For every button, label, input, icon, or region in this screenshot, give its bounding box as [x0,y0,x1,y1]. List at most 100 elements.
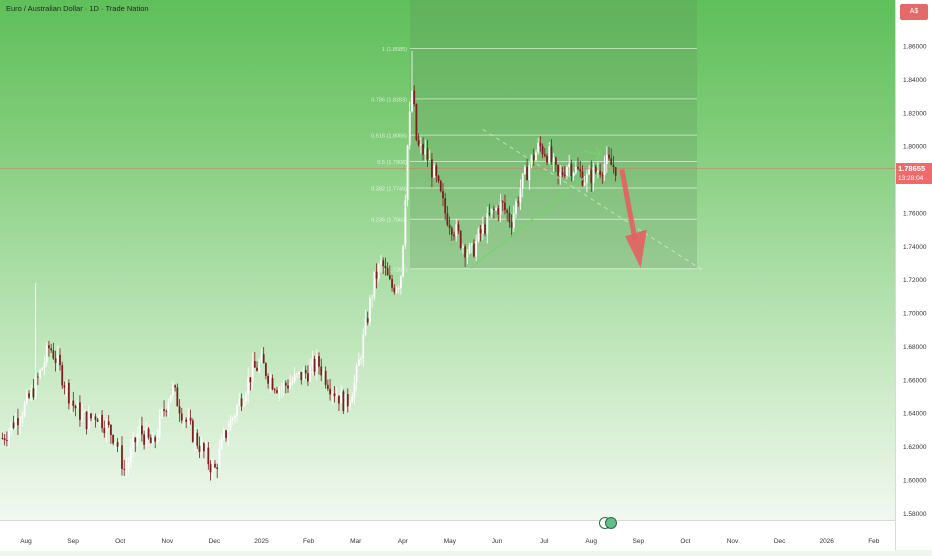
candle-body [21,416,24,421]
candle-body [225,430,227,439]
candle-body [191,420,194,442]
candle-body [349,402,351,407]
candle-body [603,163,606,176]
candle-body [477,229,480,242]
candle-body [521,173,524,189]
candle-body [464,246,467,258]
candle-body [67,382,70,404]
candle-body [200,443,203,452]
candle-body [152,437,154,444]
candle-body [585,174,588,183]
candle-body [315,356,318,372]
time-tick-label: Aug [585,538,597,545]
candle-body [149,437,152,444]
candle-body [258,362,261,371]
candle-body [247,377,250,395]
candle-body [475,241,478,257]
candle-body [276,390,278,393]
candle-body [484,224,486,234]
currency-badge[interactable]: A$ [900,4,928,20]
candle-body [238,398,241,406]
chart-title: Euro / Australian Dollar · 1D · Trade Na… [6,4,149,13]
candle-body [435,165,438,176]
price-tick-label: 1.58000 [903,511,927,518]
candle-body [282,382,285,389]
current-price-value: 1.78655 [898,164,926,173]
time-axis[interactable]: Aug Sep Oct Nov Dec 2025 Feb Mar Apr May Jun Jul Aug… [0,520,895,551]
candle-body [568,163,571,168]
candle-body [442,191,444,199]
candle-body [48,345,50,349]
time-tick-label: Oct [115,538,125,545]
candle-body [404,200,407,246]
candle-body [597,170,599,173]
candle-body [495,208,498,210]
tradingview-logo-icon[interactable] [599,516,617,530]
time-tick-label: Feb [303,538,315,545]
candle-body [116,441,119,447]
candle-body [393,287,396,293]
candle-body [400,276,402,288]
candle-body [229,420,232,431]
price-axis[interactable]: 1.860001.840001.820001.800001.780001.760… [895,0,932,550]
candle-body [481,224,484,234]
candle-body [251,361,254,383]
candle-body [461,246,464,248]
candle-body [98,414,101,422]
candle-body [537,142,540,153]
candle-body [156,436,159,442]
candle-body [59,354,61,366]
candle-body [267,375,269,384]
price-tick-label: 1.82000 [903,110,927,117]
candle-body [373,271,376,298]
candle-body [81,412,84,420]
projection-arrow-small [584,147,602,160]
price-tick-label: 1.84000 [903,77,927,84]
candle-body [167,402,170,412]
candle-body [439,180,442,192]
candle-body [450,228,453,235]
candle-body [231,418,234,421]
candle-body [87,413,90,430]
price-chart[interactable]: 1 (1.8585) 0.786 (1.8283) 0.618 (1.8066) 0.… [0,0,895,520]
time-tick-label: Mar [350,538,362,545]
candle-body [577,166,579,170]
candle-body [262,354,265,364]
candle-body [143,434,146,445]
candle-body [134,437,137,443]
candle-body [309,366,312,382]
candle-body [532,154,535,161]
candle-body [280,388,283,390]
candle-body [371,297,374,299]
candle-body [107,421,110,425]
fib-level-label: 0.5 (1.7908) [377,160,407,166]
candle-body [453,234,455,237]
candle-body [112,434,115,444]
candle-body [304,369,307,374]
candle-body [222,430,225,439]
price-tick-label: 1.76000 [903,210,927,217]
candle-body [402,245,405,277]
candle-body [594,166,597,173]
candle-body [561,172,564,175]
candle-body [382,260,385,266]
candle-body [499,201,502,215]
candle-body [160,409,163,416]
candle-body [180,413,183,421]
candle-body [236,405,239,416]
candle-body [557,164,559,176]
candle-body [264,363,267,376]
candle-body [397,287,400,289]
fib-level-label: 0.786 (1.8283) [371,97,407,103]
candle-body [65,382,68,388]
candle-body [329,388,331,395]
candle-body [289,383,292,389]
candle-body [566,167,568,176]
candle-body [346,394,349,407]
candle-body [610,158,613,166]
candle-body [473,243,475,257]
time-tick-label: Oct [680,538,690,545]
candle-body [110,424,112,435]
price-tick-label: 1.68000 [903,344,927,351]
